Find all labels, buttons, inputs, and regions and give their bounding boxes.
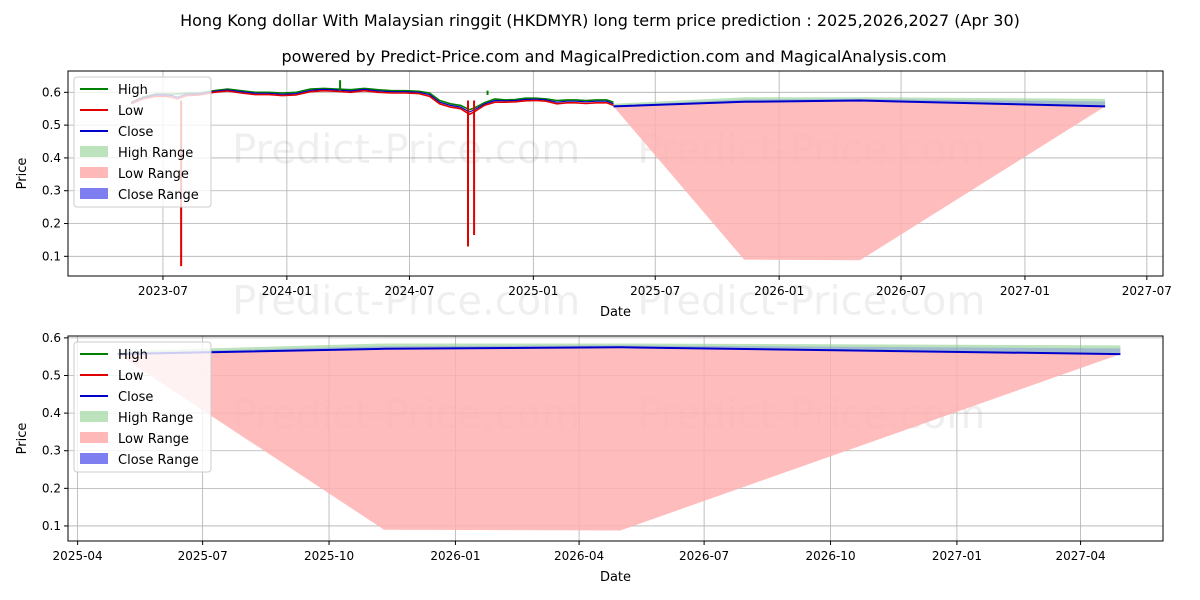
top-close-forecast-line [613,99,1106,108]
bottom-x-tick-label: 2025-07 [178,549,228,563]
bottom-close-range-band [117,345,1121,355]
bottom-y-tick-label: 0.3 [42,444,61,458]
top-y-tick-label: 0.5 [42,118,61,132]
bottom-legend-box [73,341,212,473]
bottom-x-tick-label: 2026-07 [679,549,729,563]
bottom-legend-label: Low Range [118,432,189,447]
top-y-tick-label: 0.3 [42,184,61,198]
bottom-high-range-band [117,343,1121,355]
bottom-legend-swatch [80,453,108,464]
bottom-legend: High Low Close High Range Low Range Close Ran… [73,341,212,473]
bottom-legend-label: High [118,348,148,363]
bottom-legend-label: High Range [118,411,193,426]
top-x-tick-label: 2027-01 [1000,284,1050,298]
bottom-y-tick-label: 0.4 [42,406,61,420]
bottom-y-tick-label: 0.5 [42,368,61,382]
bottom-x-tick-label: 2025-04 [53,549,103,563]
top-x-tick-label: 2024-01 [262,284,312,298]
top-plot-area [130,80,1106,267]
top-legend: High Low Close High Range Low Range Close Ran… [73,76,212,208]
top-axes-frame [67,70,1164,277]
top-watermark: Predict-Price.com [637,279,985,325]
top-y-tick-label: 0.6 [42,85,61,99]
top-watermark: Predict-Price.com [232,127,580,173]
bottom-x-axis-label: Date [600,570,631,585]
bottom-close-forecast-line [117,346,1121,356]
bottom-low-range-band [117,347,1121,531]
top-y-tick-label: 0.1 [42,249,61,263]
top-x-tick-label: 2024-07 [384,284,434,298]
top-legend-label: Close [118,125,153,140]
chart-subtitle: powered by Predict-Price.com and Magical… [281,47,946,66]
chart-title: Hong Kong dollar With Malaysian ringgit … [180,11,1020,30]
top-legend-label: Low [118,104,144,119]
top-y-tick-label: 0.2 [42,217,61,231]
top-legend-label: Close Range [118,188,199,203]
bottom-panel: Predict-Price.comPredict-Price.com2025-0… [15,331,1164,585]
top-panel: Predict-Price.com Predict-Price.com Predic… [15,70,1172,325]
bottom-y-tick-label: 0.1 [42,519,61,533]
bottom-legend-label: Low [118,369,144,384]
top-legend-swatch [80,146,108,157]
bottom-plot-area [117,343,1121,531]
top-x-tick-label: 2025-01 [508,284,558,298]
bottom-legend-label: Close [118,390,153,405]
top-x-tick-label: 2023-07 [138,284,188,298]
bottom-x-tick-label: 2027-04 [1055,549,1105,563]
top-legend-label: Low Range [118,167,189,182]
top-high-range-band [613,97,1106,107]
top-x-tick-label: 2026-01 [754,284,804,298]
top-legend-box [73,76,212,208]
top-watermark: Predict-Price.com [232,279,580,325]
bottom-x-tick-label: 2026-10 [805,549,855,563]
top-x-axis-label: Date [600,305,631,320]
bottom-legend-swatch [80,432,108,443]
top-low-range-band [613,100,1106,261]
top-legend-swatch [80,167,108,178]
bottom-y-tick-label: 0.2 [42,481,61,495]
top-legend-swatch [80,188,108,199]
top-y-axis-label: Price [15,158,30,190]
top-x-tick-label: 2027-07 [1122,284,1172,298]
bottom-legend-label: Close Range [118,453,199,468]
bottom-y-axis-label: Price [15,423,30,455]
bottom-x-tick-label: 2026-04 [554,549,604,563]
bottom-y-tick-label: 0.6 [42,331,61,345]
top-y-tick-label: 0.4 [42,151,61,165]
bottom-axes-frame [67,335,1164,542]
bottom-legend-swatch [80,411,108,422]
top-legend-label: High [118,83,148,98]
top-close-range-band [613,98,1106,107]
top-x-tick-label: 2026-07 [876,284,926,298]
bottom-x-tick-label: 2026-01 [430,549,480,563]
top-x-tick-label: 2025-07 [630,284,680,298]
bottom-x-tick-label: 2025-10 [304,549,354,563]
bottom-x-tick-label: 2027-01 [932,549,982,563]
top-legend-label: High Range [118,146,193,161]
